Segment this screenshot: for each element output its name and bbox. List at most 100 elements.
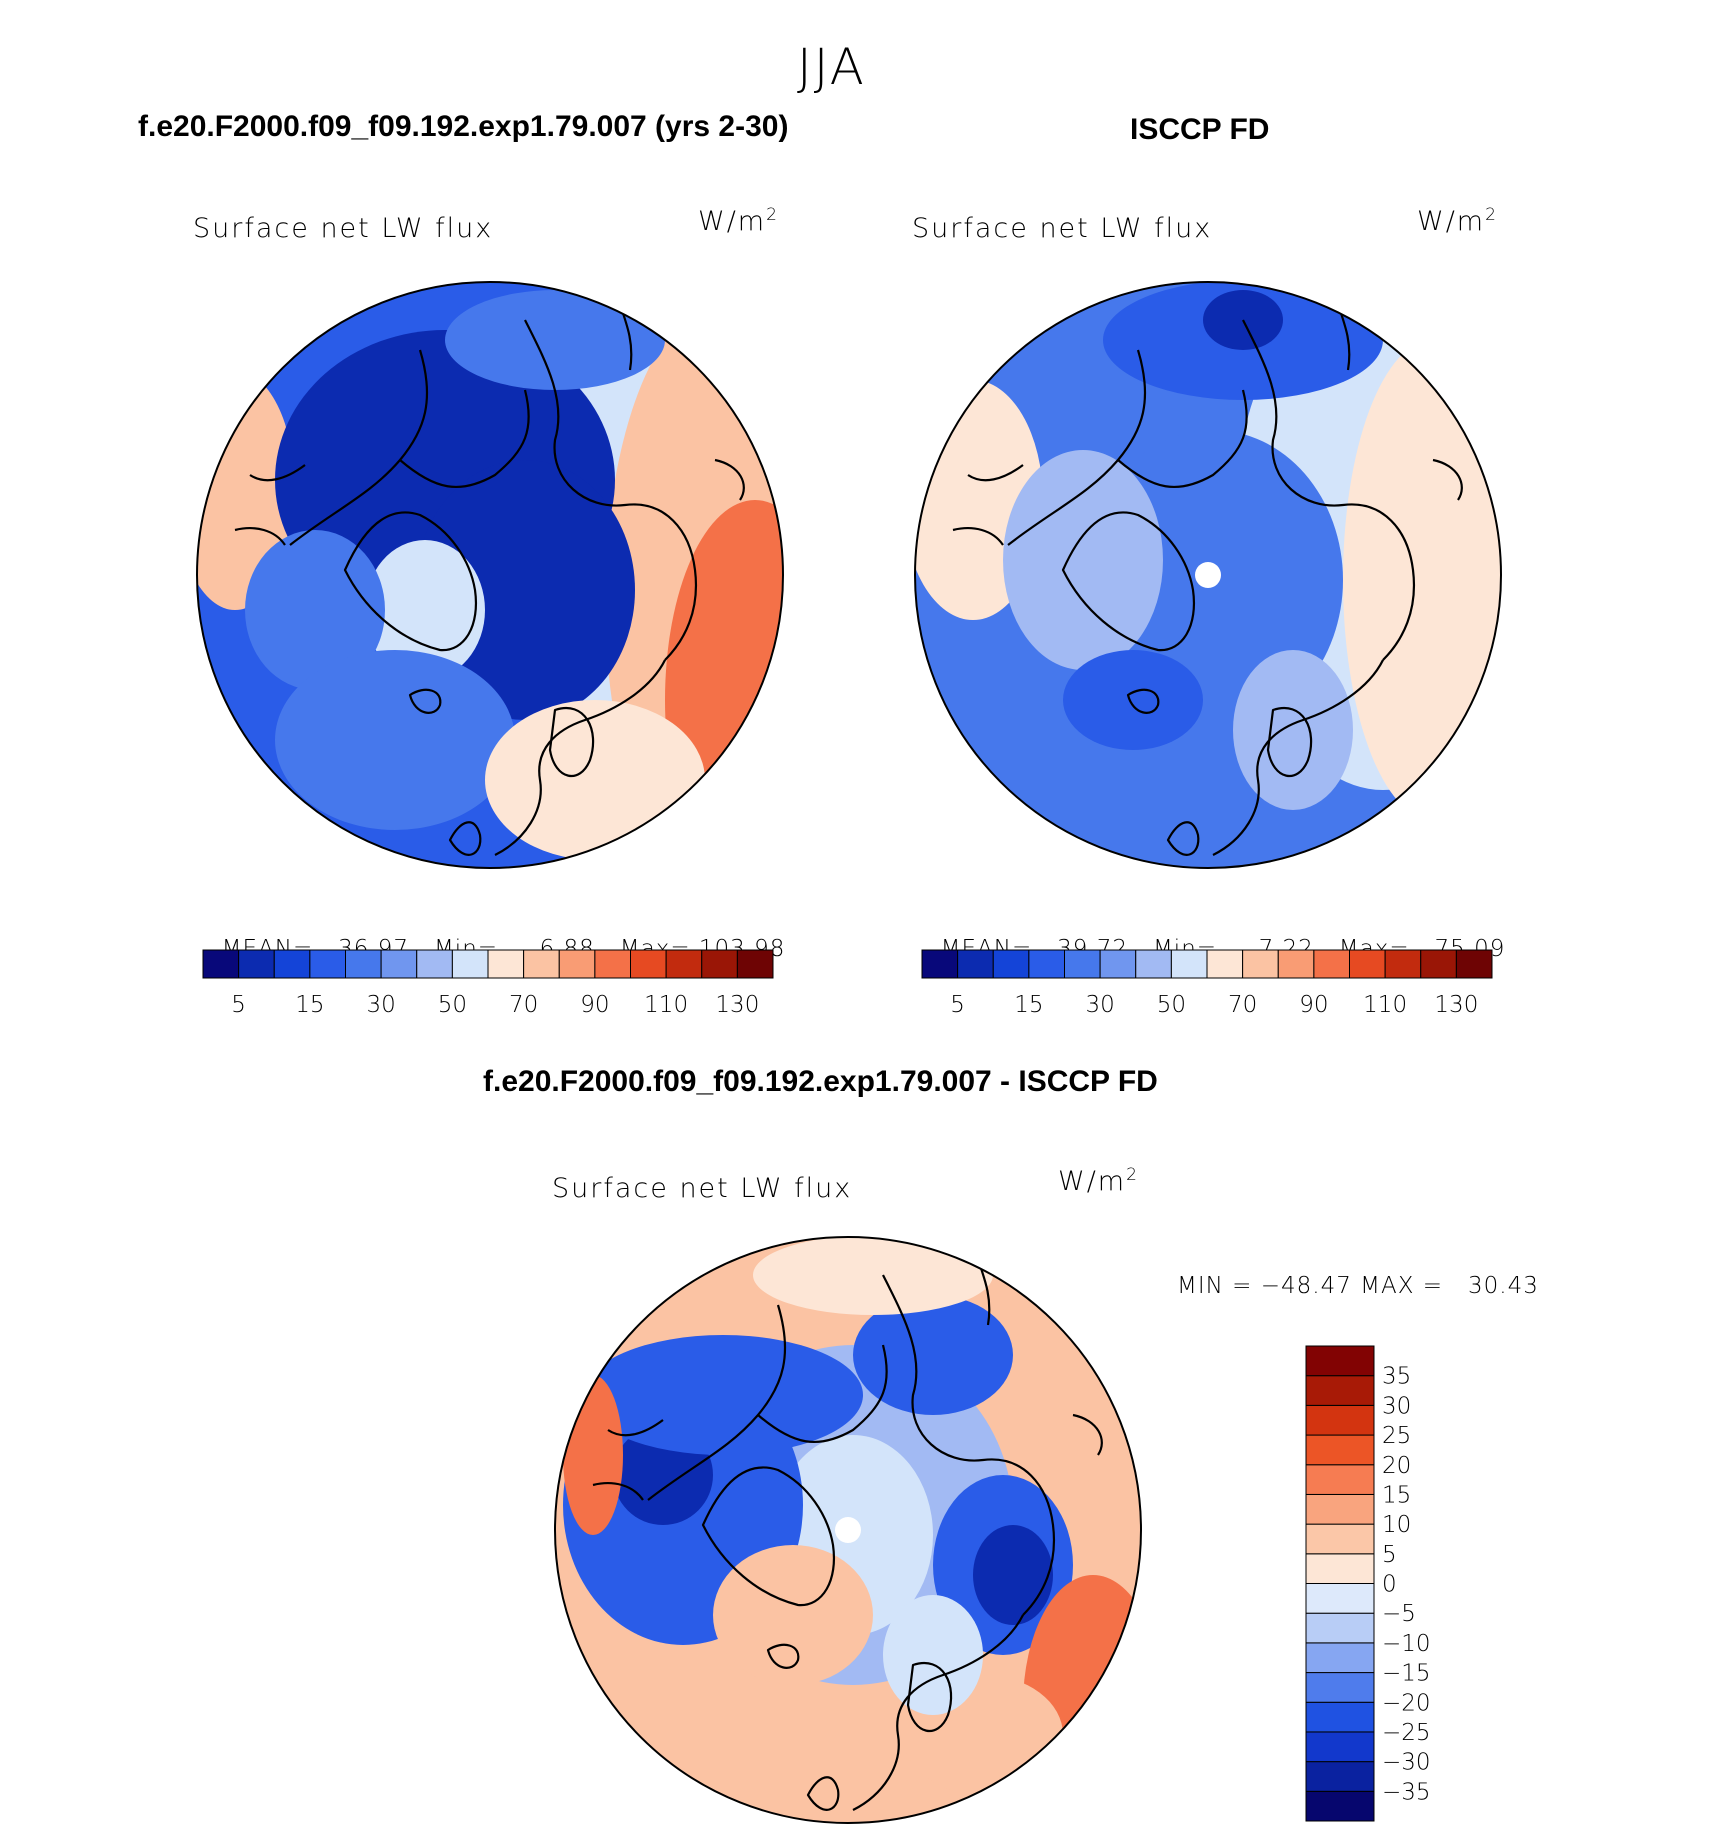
difference-colorbar-swatch (1305, 1464, 1375, 1495)
left-panel-title: f.e20.F2000.f09_f09.192.exp1.79.007 (yrs… (138, 110, 789, 143)
obs-colorbar-tick-label: 30 (1085, 992, 1114, 1018)
season-title: JJA (797, 38, 866, 96)
difference-colorbar-tick-label: 10 (1382, 1512, 1411, 1538)
model-colorbar-swatch (238, 949, 275, 979)
obs-coastline-arctic-islands (952, 464, 1024, 546)
obs-variable-label: Surface net LW flux (912, 213, 1213, 244)
obs-map-boundary (914, 281, 1502, 869)
obs-coastline-scandinavia (1266, 707, 1313, 778)
diff-contour-region (883, 1595, 983, 1715)
obs-coastline-iceland (1126, 688, 1160, 714)
difference-panel-title: f.e20.F2000.f09_f09.192.exp1.79.007 - IS… (483, 1065, 1158, 1098)
diff-contour-region (973, 1525, 1053, 1625)
obs-polar-map (914, 281, 1502, 869)
model-coastline-iceland (408, 688, 442, 714)
difference-colorbar-tick-label: 15 (1382, 1482, 1411, 1508)
model-polar-map (196, 281, 784, 869)
model-coastline-arctic-islands (234, 464, 306, 546)
diff-stats: MIN = −48.47 MAX = 30.43 (1177, 1273, 1539, 1299)
model-coastline-siberia (524, 319, 697, 661)
obs-colorbar-swatch (1313, 949, 1350, 979)
model-coastline-europe (494, 659, 666, 856)
difference-colorbar-swatch (1305, 1761, 1375, 1792)
model-contour-region (245, 530, 385, 690)
model-colorbar-swatch (523, 949, 560, 979)
diff-coastline-iceland (766, 1643, 800, 1669)
difference-colorbar-swatch (1305, 1583, 1375, 1614)
obs-contour-region (1343, 340, 1501, 820)
obs-colorbar-swatch (1349, 949, 1386, 979)
difference-colorbar-swatch (1305, 1523, 1375, 1555)
obs-colorbar-tick-label: 110 (1363, 992, 1407, 1018)
model-colorbar-swatch (558, 949, 596, 979)
diff-map-boundary (554, 1236, 1142, 1824)
obs-colorbar-swatch (992, 949, 1030, 979)
obs-units-label: W/m2 (1417, 205, 1498, 237)
obs-coastline-britain (1166, 821, 1200, 856)
obs-colorbar-swatch (1420, 949, 1457, 979)
model-coastline-scandinavia (548, 707, 595, 778)
difference-colorbar-tick-label: −10 (1382, 1631, 1431, 1657)
model-contour-region (275, 650, 515, 830)
diff-coastline-canada (647, 1304, 888, 1501)
difference-colorbar-tick-label: −5 (1382, 1601, 1416, 1627)
diff-units-label: W/m2 (1058, 1165, 1139, 1197)
model-colorbar-swatch (451, 949, 489, 979)
obs-contour-region (1233, 650, 1353, 810)
model-colorbar-swatch (630, 949, 667, 979)
obs-coastline-greenland (1061, 511, 1196, 652)
difference-colorbar-tick-label: −30 (1382, 1750, 1431, 1776)
obs-colorbar: 5 15 30 50 70 90 110 130 (921, 949, 1493, 1018)
difference-colorbar-swatch (1305, 1434, 1375, 1466)
difference-colorbar-swatch (1305, 1790, 1375, 1822)
difference-colorbar-tick-label: −35 (1382, 1779, 1431, 1805)
difference-colorbar-swatch (1305, 1404, 1375, 1436)
diff-coastline-scandinavia (906, 1662, 953, 1733)
model-colorbar-tick-label: 15 (295, 992, 324, 1018)
difference-colorbar-swatch (1305, 1375, 1375, 1406)
difference-colorbar-swatch (1305, 1345, 1375, 1377)
model-colorbar-tick-label: 50 (438, 992, 467, 1018)
model-colorbar-swatch (665, 949, 703, 979)
difference-colorbar-swatch (1305, 1553, 1375, 1584)
difference-colorbar-tick-label: 35 (1382, 1364, 1411, 1390)
model-coastline-britain (448, 821, 482, 856)
difference-colorbar-tick-label: −15 (1382, 1661, 1431, 1687)
model-coastline-canada (289, 349, 530, 546)
diff-contour-region (563, 1375, 623, 1535)
obs-colorbar-swatch (1064, 949, 1101, 979)
model-colorbar-tick-label: 5 (231, 992, 246, 1018)
model-field (197, 282, 783, 868)
model-colorbar-tick-label: 130 (715, 992, 759, 1018)
diff-pole-mask (835, 1517, 861, 1543)
obs-colorbar-swatch (1206, 949, 1244, 979)
obs-colorbar-swatch (921, 949, 959, 979)
model-map-boundary (196, 281, 784, 869)
model-colorbar-swatch (202, 949, 240, 979)
obs-contour-region (1003, 450, 1163, 670)
difference-colorbar-swatch (1305, 1642, 1375, 1674)
obs-colorbar-tick-label: 5 (950, 992, 965, 1018)
obs-colorbar-tick-label: 90 (1299, 992, 1328, 1018)
model-colorbar-tick-label: 110 (644, 992, 688, 1018)
obs-colorbar-swatch (1170, 949, 1208, 979)
difference-colorbar-swatch (1305, 1612, 1375, 1644)
model-coastline-greenland (343, 511, 478, 652)
model-colorbar: 5 15 30 50 70 90 110 130 (202, 949, 774, 1018)
model-colorbar-swatch (416, 949, 453, 979)
model-colorbar-swatch (487, 949, 525, 979)
obs-coastline-europe (1212, 659, 1384, 856)
model-colorbar-tick-label: 30 (366, 992, 395, 1018)
diff-coastline-arctic-islands (592, 1419, 664, 1501)
obs-colorbar-swatch (1455, 949, 1493, 979)
obs-colorbar-tick-label: 70 (1228, 992, 1257, 1018)
difference-colorbar-tick-label: 5 (1382, 1542, 1397, 1568)
diff-coastline-siberia (882, 1274, 1055, 1616)
model-colorbar-swatch (273, 949, 311, 979)
obs-colorbar-swatch (957, 949, 994, 979)
diff-coastline-greenland (701, 1466, 836, 1607)
diff-contour-region (713, 1545, 873, 1685)
difference-colorbar-tick-label: 25 (1382, 1423, 1411, 1449)
model-colorbar-swatch (701, 949, 738, 979)
model-colorbar-swatch (594, 949, 631, 979)
